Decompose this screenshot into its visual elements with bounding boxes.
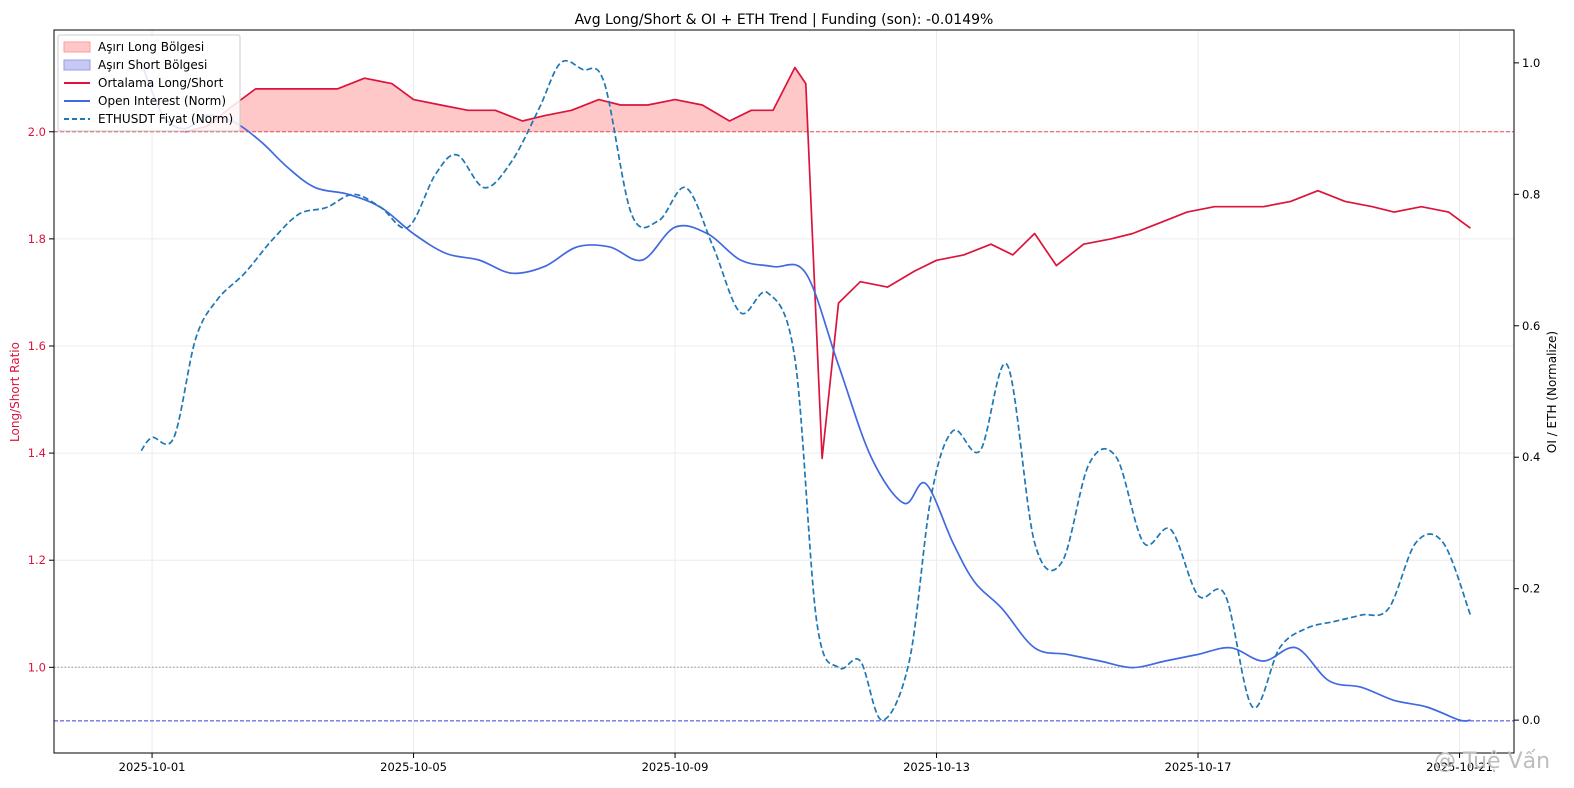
legend-swatch xyxy=(63,59,91,71)
x-tick-label: 2025-10-21 xyxy=(1426,760,1493,774)
legend-swatch xyxy=(63,41,91,53)
legend-label: Ortalama Long/Short xyxy=(98,76,224,90)
y-right-tick-label: 0.2 xyxy=(1522,582,1540,596)
legend-label: Open Interest (Norm) xyxy=(98,94,226,108)
grid xyxy=(54,30,1514,753)
y-right-tick-label: 0.0 xyxy=(1522,713,1540,727)
extreme-long-area xyxy=(184,67,808,132)
series-long-short-line xyxy=(184,66,1471,460)
x-tick-label: 2025-10-17 xyxy=(1165,760,1232,774)
ticks: 2025-10-01 2025-10-05 2025-10-09 2025-10-13… xyxy=(28,56,1541,774)
chart-title: Avg Long/Short & OI + ETH Trend | Fundin… xyxy=(575,12,994,28)
y-left-tick-label: 1.8 xyxy=(28,232,46,246)
legend-label: ETHUSDT Fiyat (Norm) xyxy=(98,112,233,126)
watermark: @ Tuệ Vấn xyxy=(1434,749,1550,774)
series-open-interest-line xyxy=(140,62,1471,722)
y-axis-right-label: OI / ETH (Normalize) xyxy=(1545,331,1559,453)
y-right-tick-label: 1.0 xyxy=(1522,56,1540,70)
x-tick-label: 2025-10-09 xyxy=(642,760,709,774)
reference-lines xyxy=(54,131,1514,722)
x-tick-label: 2025-10-05 xyxy=(380,760,447,774)
legend: Aşırı Long Bölgesi Aşırı Short Bölgesi Ort… xyxy=(57,34,241,132)
x-tick-label: 2025-10-01 xyxy=(119,760,186,774)
y-right-tick-label: 0.6 xyxy=(1522,319,1540,333)
y-left-tick-label: 2.0 xyxy=(28,125,46,139)
y-right-tick-label: 0.4 xyxy=(1522,450,1540,464)
y-left-tick-label: 1.6 xyxy=(28,339,46,353)
series xyxy=(140,59,1472,722)
y-right-tick-label: 0.8 xyxy=(1522,187,1540,201)
legend-label: Aşırı Short Bölgesi xyxy=(98,58,207,72)
y-left-tick-label: 1.0 xyxy=(28,660,46,674)
legend-box xyxy=(57,34,241,132)
y-left-tick-label: 1.4 xyxy=(28,446,46,460)
y-axis-left-label: Long/Short Ratio xyxy=(8,342,22,442)
legend-label: Aşırı Long Bölgesi xyxy=(98,40,204,54)
series-eth-price-line xyxy=(140,59,1472,721)
x-tick-label: 2025-10-13 xyxy=(903,760,970,774)
extreme-long-fill xyxy=(184,67,808,132)
axes-frame xyxy=(53,29,1515,754)
y-left-tick-label: 1.2 xyxy=(28,553,46,567)
